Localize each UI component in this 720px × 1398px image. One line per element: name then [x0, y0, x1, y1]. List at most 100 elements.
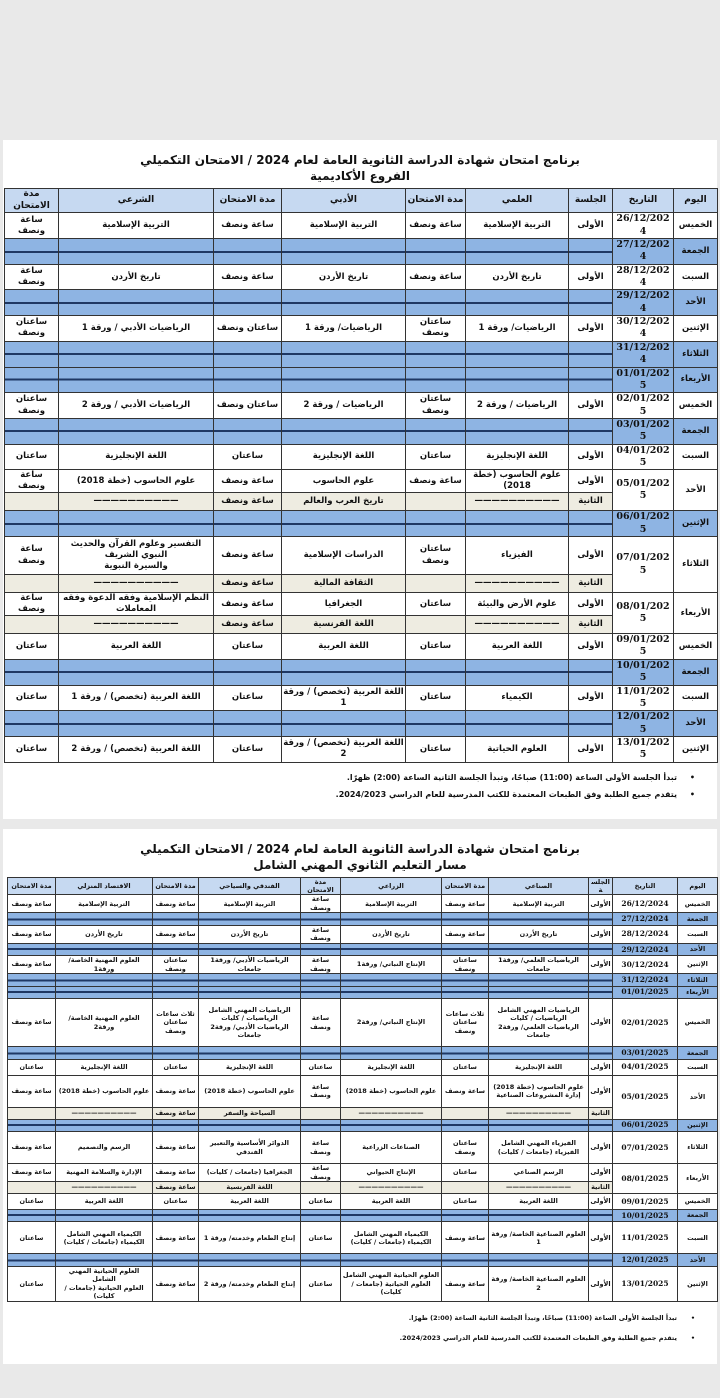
duration-cell: ساعتان — [405, 735, 466, 763]
empty-cell — [405, 417, 466, 445]
empty-cell — [405, 510, 466, 538]
subject-cell: التربية الإسلامية — [340, 894, 442, 914]
empty-cell — [340, 1046, 442, 1060]
day-cell: السبت — [677, 1221, 718, 1255]
duration-cell: ساعة ونصف — [7, 1074, 56, 1108]
duration-cell: ساعتان ونصف — [441, 1131, 489, 1165]
duration-cell: ساعة ونصف — [300, 924, 341, 944]
exam-row: السبت 11/01/2025 الأولى العلوم الصناعية الخ… — [7, 1221, 718, 1255]
exam-row: السبت 04/01/2025 الأولى اللغة الإنجليزية ساع… — [7, 1058, 718, 1076]
subject-cell: التربية الإسلامية — [465, 212, 569, 240]
sheet-title: برنامج امتحان شهادة الدراسة الثانوية الع… — [140, 153, 580, 167]
duration-line: ثلاث ساعات — [156, 1009, 195, 1018]
subject-cell: التربية الإسلامية — [58, 212, 214, 240]
duration-cell: ساعتان — [7, 1265, 56, 1302]
empty-cell — [281, 710, 406, 737]
subject-cell: اللغة العربية (تخصص) / ورقة 2 — [58, 735, 214, 763]
duration-cell: ساعتان — [441, 1058, 489, 1076]
empty-cell — [405, 710, 466, 737]
subject-cell: الرسم والتصميم — [55, 1131, 153, 1165]
holiday-row: الأحد 12/01/2025 — [7, 1253, 718, 1267]
empty-cell — [465, 238, 569, 265]
empty-cell — [488, 1208, 589, 1223]
duration-cell: ساعة ونصف — [405, 263, 466, 291]
duration-cell: ساعة ونصف — [4, 592, 59, 617]
empty-cell — [568, 340, 613, 368]
holiday-row: الجمعة 27/12/2024 — [4, 238, 718, 265]
date-cell: 07/01/2025 — [612, 536, 674, 594]
day-cell: الجمعة — [673, 658, 718, 686]
subject-cell: علوم الحاسوب (خطة 2018) — [198, 1074, 301, 1108]
empty-cell — [58, 238, 214, 265]
empty-cell — [213, 340, 282, 368]
empty-cell — [405, 366, 466, 394]
subject-cell: التربية الإسلامية — [198, 894, 301, 914]
session-cell: الأولى — [588, 1221, 613, 1255]
duration-cell: ساعتان ونصف — [213, 315, 282, 342]
subject-cell: —————————— — [488, 1180, 589, 1194]
column-header: الزراعي — [340, 876, 442, 896]
duration-cell: ساعة ونصف — [213, 263, 282, 291]
subject-cell: اللغة العربية — [55, 1192, 153, 1210]
subject-cell: —————————— — [465, 615, 569, 635]
column-header: مدة الامتحان — [4, 187, 59, 214]
subject-line: الكيمياء (جامعات / كليات) — [350, 1237, 432, 1246]
subject-cell: إنتاج الطعام وخدمته/ ورقة 2 — [198, 1265, 301, 1302]
date-cell: 28/12/2024 — [612, 263, 674, 291]
sheet-subtitle: الفروع الأكاديمية — [310, 169, 410, 183]
cell-stack: العلوم الحياتية المهني الشامل العلوم الحي… — [57, 1267, 152, 1300]
exam-row: الأحد 05/01/2025 الأولى علوم الحاسوب (خطة 2… — [4, 469, 718, 512]
duration-cell: ساعتان ونصف — [152, 955, 199, 975]
column-header: الجلسة — [588, 876, 613, 896]
date-cell: 03/01/2025 — [612, 417, 674, 445]
exam-row: الثانية —————————— الثقافة المالية ساعة ونص… — [4, 574, 718, 594]
exam-row: الخميس 02/01/2025 الأولى الرياضيات المهني ا… — [7, 998, 718, 1048]
day-cell: الجمعة — [677, 1208, 718, 1223]
date-cell: 31/12/2024 — [612, 973, 678, 987]
subject-cell: تاريخ الأردن — [198, 924, 301, 944]
date-cell: 11/01/2025 — [612, 1221, 678, 1255]
subject-line: الكيمياء (جامعات / كليات) — [63, 1237, 145, 1246]
empty-cell — [213, 658, 282, 686]
duration-cell: ساعة ونصف — [4, 263, 59, 291]
subject-cell: العلوم الحياتية المهني الشامل العلوم الحي… — [55, 1265, 153, 1302]
subject-cell: اللغة الفرنسية — [281, 615, 406, 635]
empty-cell — [198, 1046, 301, 1060]
column-header: اليوم — [677, 876, 718, 896]
duration-cell: ساعتان ونصف — [4, 392, 59, 419]
empty-cell — [405, 289, 466, 317]
duration-cell: ساعة ونصف — [300, 955, 341, 975]
session-cell: الأولى — [588, 924, 613, 944]
empty-cell — [340, 942, 442, 957]
subject-cell: علوم الحاسوب (خطة 2018) — [58, 469, 214, 494]
subject-cell: الدوائر الأساسية والتعبير الفندقي — [198, 1131, 301, 1165]
empty-cell — [281, 417, 406, 445]
column-header: الصناعي — [488, 876, 589, 896]
exam-row: الإثنين 13/01/2025 الأولى العلوم الحياتية سا… — [4, 735, 718, 763]
exam-row: الأحد 05/01/2025 الأولى علوم الحاسوب (خطة 2… — [7, 1074, 718, 1120]
empty-cell — [55, 1046, 153, 1060]
subject-line: الرياضيات / كليات — [221, 1014, 278, 1023]
holiday-row: الثلاثاء 31/12/2024 — [7, 973, 718, 987]
empty-cell — [300, 942, 341, 957]
subject-cell: —————————— — [340, 1180, 442, 1194]
day-cell: السبت — [673, 263, 718, 291]
day-cell: الثلاثاء — [673, 340, 718, 368]
day-cell: الأحد — [673, 710, 718, 737]
session-cell: الثانية — [588, 1106, 613, 1120]
subject-cell: اللغة الإنجليزية — [58, 443, 214, 471]
day-cell: الأحد — [677, 1253, 718, 1267]
empty-cell — [300, 912, 341, 926]
column-header: مدة الامتحان — [152, 876, 199, 896]
date-cell: 27/12/2024 — [612, 238, 674, 265]
empty-cell — [465, 289, 569, 317]
subject-cell: اللغة الفرنسية — [198, 1180, 301, 1194]
date-cell: 10/01/2025 — [612, 658, 674, 686]
subject-cell: السياحة والسفر — [198, 1106, 301, 1120]
exam-row: السبت 28/12/2024 الأولى تاريخ الأردن ساعة ون… — [4, 263, 718, 291]
cell-stack: الكيمياء المهني الشامل الكيمياء (جامعات /… — [342, 1230, 441, 1247]
subject-cell: الإنتاج الحيواني — [340, 1163, 442, 1182]
empty-cell — [152, 1253, 199, 1267]
duration-cell — [7, 1180, 56, 1194]
subject-cell: الرياضيات الأدبي / ورقة 1 — [58, 315, 214, 342]
